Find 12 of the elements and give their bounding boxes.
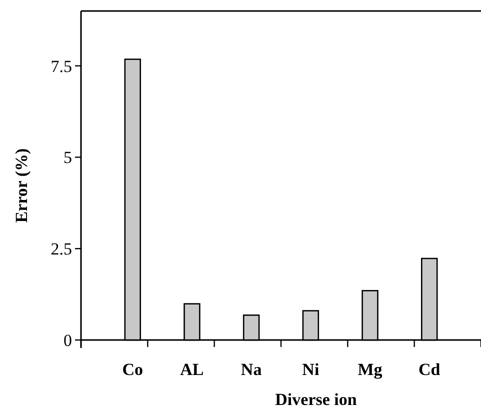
y-axis-title: Error (%) xyxy=(12,148,31,223)
x-tick-label: Co xyxy=(122,360,144,379)
x-tick-label: Ni xyxy=(302,360,320,379)
x-tick-label: Na xyxy=(240,360,262,379)
y-tick-label: 2.5 xyxy=(50,240,72,259)
y-tick-label: 7.5 xyxy=(50,56,72,76)
x-tick-label: Cd xyxy=(418,360,441,379)
x-axis-title: Diverse ion xyxy=(275,390,358,409)
y-tick-label: 0 xyxy=(64,330,72,350)
y-tick-label: 5 xyxy=(64,148,72,168)
x-tick-label: AL xyxy=(180,360,204,379)
x-tick-label: Mg xyxy=(358,360,383,379)
